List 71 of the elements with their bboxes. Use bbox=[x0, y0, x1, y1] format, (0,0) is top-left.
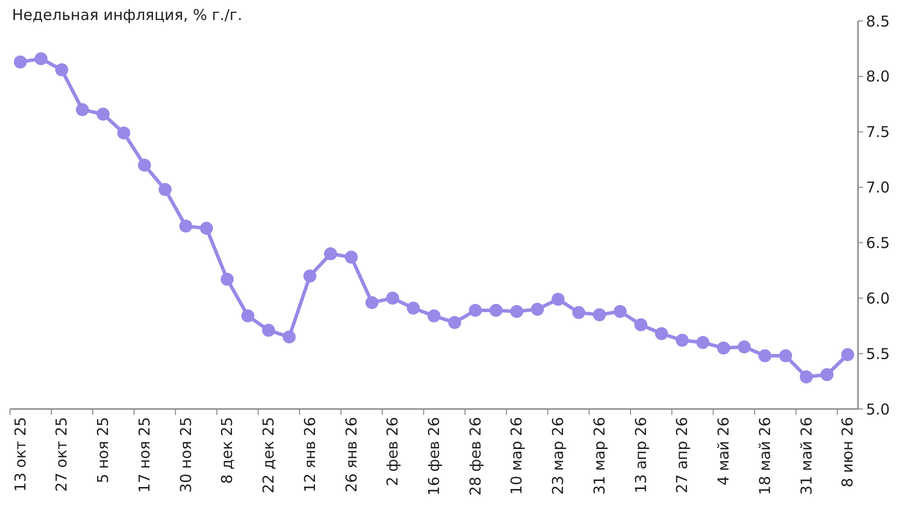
x-tick-label: 13 окт 25 bbox=[11, 417, 30, 492]
x-tick-label: 22 дек 25 bbox=[260, 417, 278, 494]
point bbox=[592, 308, 606, 322]
point bbox=[428, 309, 440, 322]
point bbox=[841, 348, 854, 362]
point bbox=[717, 342, 730, 355]
x-tick-label: 13 апр 26 bbox=[632, 417, 650, 494]
x-tick-label: 16 фев 26 bbox=[425, 417, 443, 496]
x-tick-label: 28 фев 26 bbox=[466, 417, 484, 496]
point bbox=[468, 304, 482, 317]
point bbox=[55, 63, 68, 76]
point bbox=[655, 327, 668, 340]
x-tick-label: 23 мар 26 bbox=[549, 417, 568, 495]
point bbox=[34, 52, 48, 66]
x-tick-label: 31 мар 26 bbox=[590, 417, 608, 495]
point bbox=[344, 250, 358, 264]
point bbox=[490, 304, 503, 317]
chart-title: Недельная инфляция, % г./г. bbox=[12, 6, 242, 24]
point bbox=[696, 336, 710, 349]
x-tick-label: 17 ноя 25 bbox=[135, 417, 154, 493]
y-tick-label: 5.0 bbox=[866, 400, 890, 418]
point bbox=[530, 302, 544, 316]
x-tick-label: 18 май 26 bbox=[756, 417, 774, 495]
point bbox=[117, 126, 130, 140]
x-tick-label: 10 мар 26 bbox=[508, 417, 526, 495]
point bbox=[448, 316, 462, 330]
point bbox=[303, 269, 316, 282]
x-tick-label: 8 дек 25 bbox=[218, 417, 236, 484]
point bbox=[614, 304, 627, 318]
x-tick-label: 2 фев 26 bbox=[384, 417, 402, 486]
x-tick-label: 5 ноя 25 bbox=[94, 417, 112, 484]
point bbox=[758, 349, 772, 362]
point bbox=[552, 292, 565, 306]
x-tick-label: 27 окт 25 bbox=[52, 417, 71, 492]
x-tick-label: 30 ноя 25 bbox=[176, 417, 195, 493]
point bbox=[365, 296, 378, 310]
point bbox=[76, 103, 89, 116]
point bbox=[241, 309, 254, 322]
y-tick-label: 7.5 bbox=[866, 123, 890, 142]
y-tick-label: 8.0 bbox=[866, 68, 890, 86]
y-tick-label: 6.0 bbox=[866, 289, 890, 308]
x-tick-label: 31 май 26 bbox=[797, 417, 816, 495]
y-tick-label: 5.5 bbox=[866, 344, 890, 363]
point bbox=[820, 368, 834, 382]
y-tick-label: 6.5 bbox=[866, 234, 890, 252]
point bbox=[738, 340, 751, 354]
point bbox=[262, 324, 276, 337]
y-tick-label: 8.5 bbox=[866, 12, 890, 30]
point bbox=[138, 158, 151, 172]
point bbox=[96, 108, 110, 121]
point bbox=[779, 349, 792, 362]
point bbox=[386, 292, 400, 305]
point bbox=[324, 247, 338, 260]
point bbox=[676, 334, 689, 347]
point bbox=[800, 370, 813, 384]
x-tick-label: 26 янв 26 bbox=[342, 417, 360, 492]
point bbox=[14, 56, 27, 69]
point bbox=[634, 318, 648, 332]
point bbox=[158, 183, 172, 196]
point bbox=[510, 304, 524, 318]
point bbox=[179, 220, 192, 233]
x-tick-label: 8 июн 26 bbox=[838, 417, 857, 488]
point bbox=[200, 222, 213, 235]
point bbox=[220, 272, 234, 286]
y-tick-label: 7.0 bbox=[866, 178, 890, 197]
point bbox=[282, 330, 296, 344]
x-tick-label: 12 янв 26 bbox=[300, 417, 319, 492]
x-tick-label: 4 май 26 bbox=[714, 417, 733, 486]
point bbox=[572, 306, 586, 320]
point bbox=[406, 302, 420, 315]
x-tick-label: 27 апр 26 bbox=[673, 417, 692, 494]
